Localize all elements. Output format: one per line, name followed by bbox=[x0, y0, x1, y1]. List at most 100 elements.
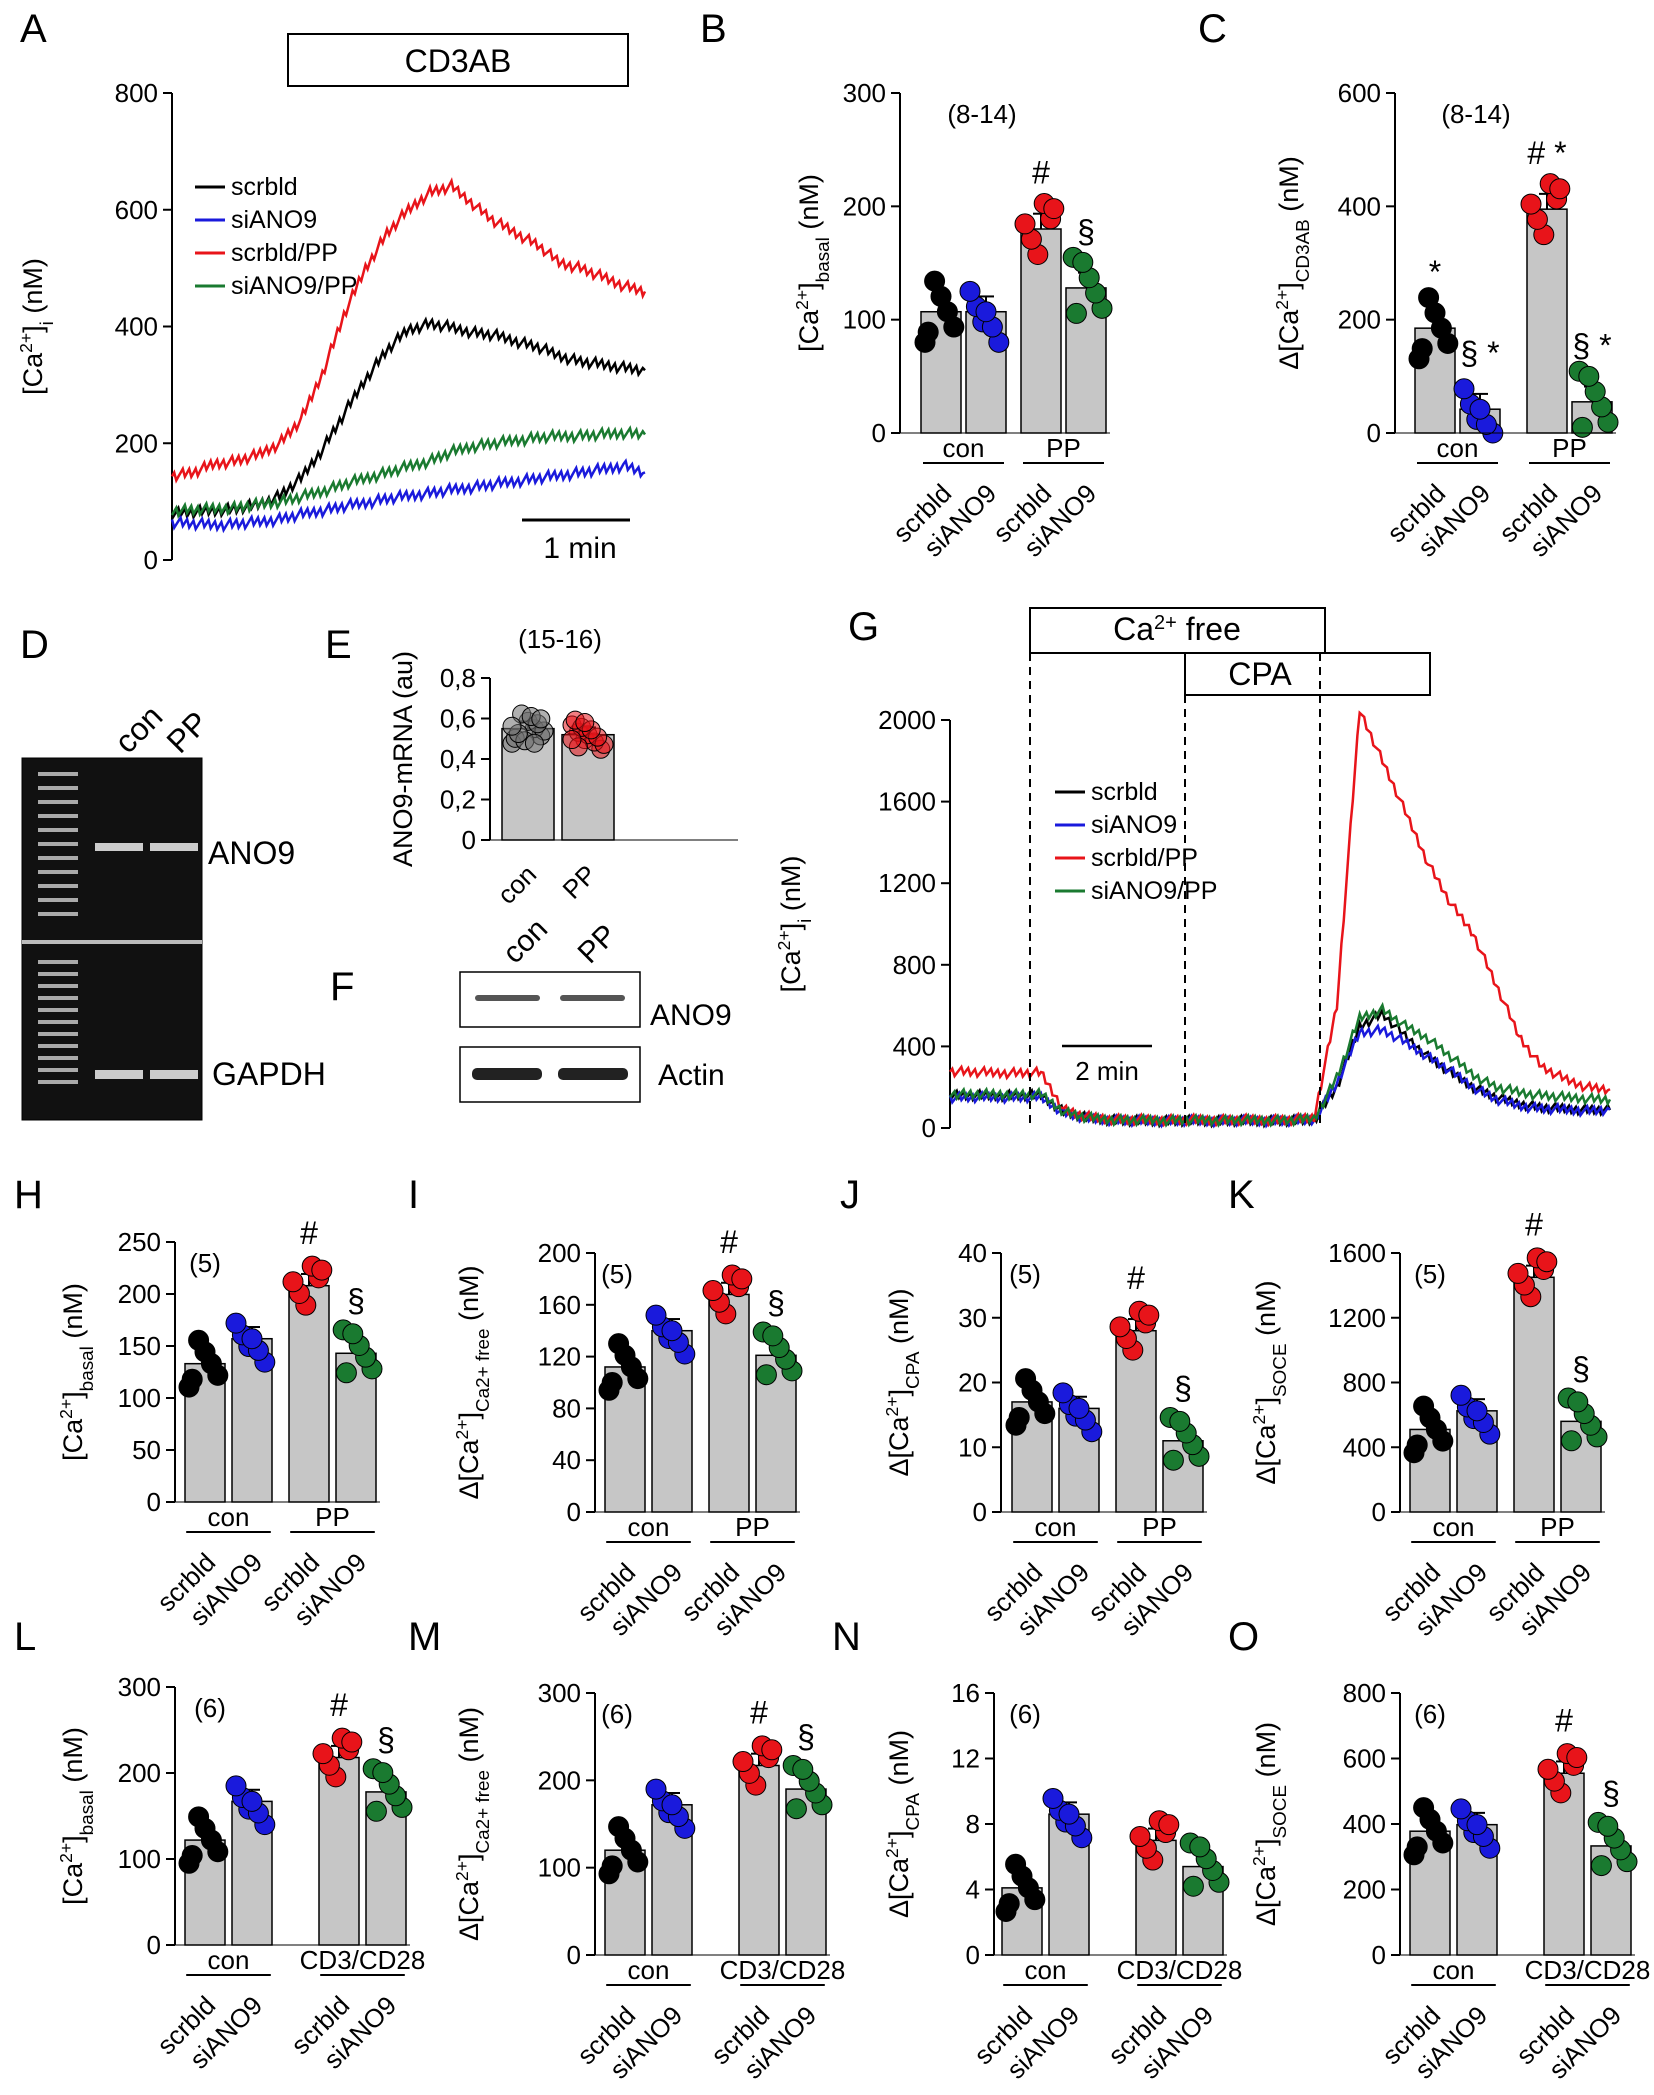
significance-mark: # bbox=[300, 1215, 318, 1251]
panel-label-F: F bbox=[330, 965, 354, 1009]
label-part: basal bbox=[77, 1790, 98, 1835]
legend-label: scrbld/PP bbox=[1091, 844, 1198, 872]
y-tick-label: 0 bbox=[973, 1497, 987, 1527]
y-tick-label: 1200 bbox=[878, 868, 936, 898]
y-tick-label: 0 bbox=[872, 418, 886, 448]
y-tick-label: 200 bbox=[538, 1765, 581, 1795]
n-label: (6) bbox=[1414, 1699, 1446, 1729]
label-part: (nM) bbox=[776, 856, 806, 919]
ladder-band bbox=[38, 1032, 78, 1036]
data-point bbox=[502, 716, 522, 736]
y-axis-label: [Ca2+]basal (nM) bbox=[792, 174, 834, 352]
data-point bbox=[241, 1790, 263, 1812]
y-tick-label: 100 bbox=[843, 305, 886, 335]
data-point bbox=[1008, 1406, 1030, 1428]
data-point bbox=[761, 1739, 783, 1761]
stimulus-label: CD3AB bbox=[405, 43, 512, 79]
data-point bbox=[1560, 1430, 1582, 1452]
legend-label: siANO9/PP bbox=[231, 272, 357, 300]
data-point bbox=[702, 1280, 724, 1302]
significance-mark: § bbox=[347, 1283, 365, 1319]
data-point bbox=[1014, 213, 1036, 235]
data-point bbox=[225, 1312, 247, 1334]
scale-bar-label: 1 min bbox=[543, 532, 616, 565]
data-point bbox=[1549, 178, 1571, 200]
series-line bbox=[949, 710, 1611, 1128]
gel-image bbox=[21, 757, 203, 1121]
panel-label-C: C bbox=[1198, 7, 1227, 51]
y-tick-label: 1600 bbox=[1328, 1238, 1386, 1268]
ladder-band bbox=[38, 828, 78, 832]
label-part: ] bbox=[1274, 282, 1304, 290]
data-point bbox=[1058, 1803, 1080, 1825]
y-tick-label: 0 bbox=[144, 545, 158, 575]
y-tick-label: 0 bbox=[147, 1487, 161, 1517]
data-point bbox=[372, 1762, 394, 1784]
category-label: con bbox=[491, 859, 542, 910]
label-part: Δ[Ca bbox=[884, 1857, 914, 1918]
label-part: ] bbox=[58, 1835, 88, 1843]
bar bbox=[318, 1756, 360, 1946]
ladder-band bbox=[38, 814, 78, 818]
y-axis-label: [Ca2+]i (nM) bbox=[774, 856, 816, 993]
data-point bbox=[1015, 1368, 1037, 1390]
ladder-band bbox=[38, 1020, 78, 1024]
significance-mark: # bbox=[1555, 1702, 1573, 1738]
n-label: (6) bbox=[601, 1699, 633, 1729]
y-tick-label: 200 bbox=[1343, 1875, 1386, 1905]
group-label: PP bbox=[735, 1512, 770, 1542]
data-point bbox=[1109, 1316, 1131, 1338]
data-point bbox=[1537, 1758, 1559, 1780]
scale-bar-label: 2 min bbox=[1075, 1056, 1139, 1086]
ladder-band bbox=[38, 1044, 78, 1048]
y-tick-label: 0 bbox=[567, 1497, 581, 1527]
y-tick-label: 0,2 bbox=[440, 785, 476, 815]
y-axis-label: [Ca2+]basal (nM) bbox=[56, 1727, 98, 1905]
ladder-band bbox=[38, 912, 78, 916]
y-tick-label: 0 bbox=[462, 825, 476, 855]
data-point bbox=[792, 1758, 814, 1780]
y-tick-label: 200 bbox=[118, 1279, 161, 1309]
label-part: Δ[Ca bbox=[1274, 309, 1304, 370]
series-line bbox=[949, 1001, 1612, 1128]
series-line bbox=[170, 425, 647, 519]
label-part: ] bbox=[18, 325, 48, 333]
label-part: 2+ bbox=[882, 1396, 902, 1416]
n-label: (6) bbox=[194, 1693, 226, 1723]
data-point bbox=[1406, 1434, 1428, 1456]
y-tick-label: 1200 bbox=[1328, 1303, 1386, 1333]
data-point bbox=[1072, 251, 1094, 273]
data-point bbox=[562, 730, 582, 750]
data-point bbox=[608, 1333, 630, 1355]
ladder-band bbox=[38, 1080, 78, 1084]
data-point bbox=[1466, 1814, 1488, 1836]
ladder-band bbox=[38, 786, 78, 790]
significance-mark: § * bbox=[1572, 328, 1611, 364]
label-part: (nM) bbox=[58, 1727, 88, 1790]
y-tick-label: 0,6 bbox=[440, 704, 476, 734]
data-point bbox=[1065, 302, 1087, 324]
y-tick-label: 200 bbox=[843, 191, 886, 221]
ca-free-label: Ca2+ free bbox=[1113, 611, 1241, 647]
y-tick-label: 10 bbox=[958, 1432, 987, 1462]
series-line bbox=[170, 177, 647, 484]
label-part: [Ca bbox=[58, 1862, 88, 1905]
cpa-label: CPA bbox=[1228, 656, 1292, 692]
panel-label-D: D bbox=[20, 623, 49, 667]
ladder-band bbox=[38, 1056, 78, 1060]
y-tick-label: 400 bbox=[893, 1031, 936, 1061]
data-point bbox=[341, 1731, 363, 1753]
ladder-band bbox=[38, 960, 78, 964]
label-part: 2+ bbox=[792, 290, 812, 310]
group-label: con bbox=[1433, 1955, 1475, 1985]
data-point bbox=[601, 1372, 623, 1393]
label-part: (nM) bbox=[794, 174, 824, 237]
significance-mark: # bbox=[1525, 1207, 1543, 1243]
label-part: Δ[Ca bbox=[454, 1880, 484, 1941]
bar bbox=[288, 1284, 330, 1503]
group-label: con bbox=[208, 1945, 250, 1975]
y-tick-label: 200 bbox=[1338, 305, 1381, 335]
